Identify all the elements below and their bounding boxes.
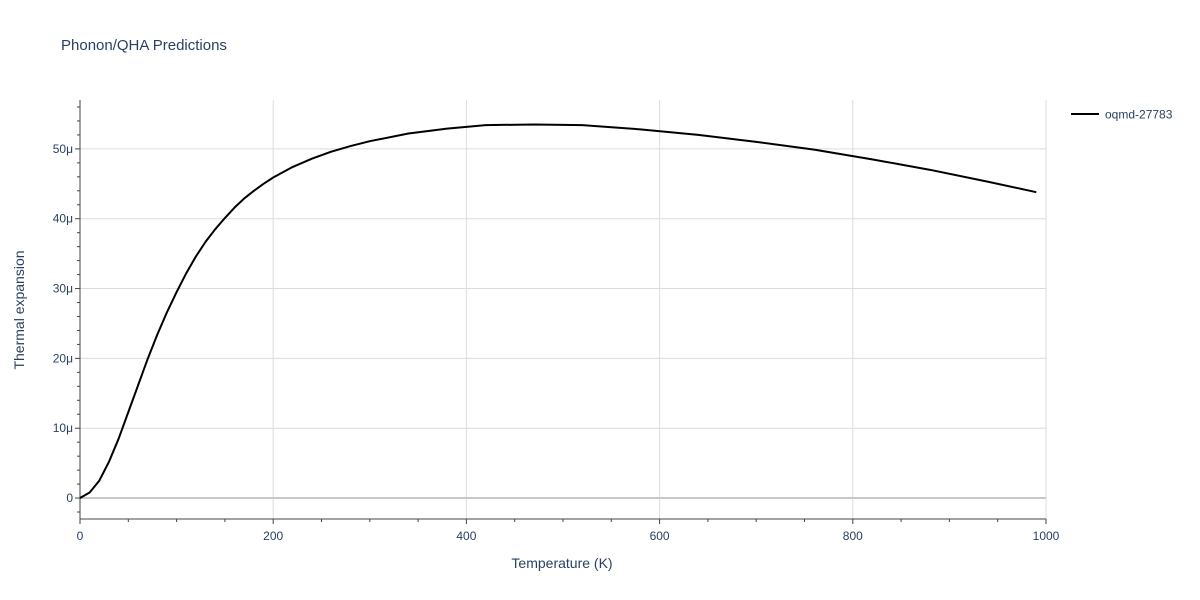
x-tick-label: 0 <box>77 529 84 543</box>
grid <box>80 100 1047 519</box>
y-tick-label: 20μ <box>53 351 73 365</box>
y-tick-label: 40μ <box>53 212 73 226</box>
legend[interactable]: oqmd-27783 <box>1071 108 1173 122</box>
series-line[interactable] <box>79 123 1037 499</box>
chart-title: Phonon/QHA Predictions <box>61 37 227 54</box>
series-layer <box>79 123 1037 499</box>
y-tick-label: 30μ <box>53 282 73 296</box>
y-tick-label: 10μ <box>53 421 73 435</box>
x-tick-label: 200 <box>263 529 283 543</box>
axes: 0 200 400 600 800 1000 0 10μ 20μ 30μ 40μ 50μ <box>53 100 1060 543</box>
x-tick-label: 600 <box>650 529 670 543</box>
y-tick-label: 0 <box>66 491 73 505</box>
x-tick-label: 800 <box>843 529 863 543</box>
legend-label[interactable]: oqmd-27783 <box>1105 108 1173 122</box>
x-axis-title: Temperature (K) <box>511 555 612 571</box>
y-axis-title: Thermal expansion <box>11 250 27 369</box>
y-tick-label: 50μ <box>53 142 73 156</box>
x-tick-label: 400 <box>456 529 476 543</box>
x-tick-label: 1000 <box>1033 529 1060 543</box>
